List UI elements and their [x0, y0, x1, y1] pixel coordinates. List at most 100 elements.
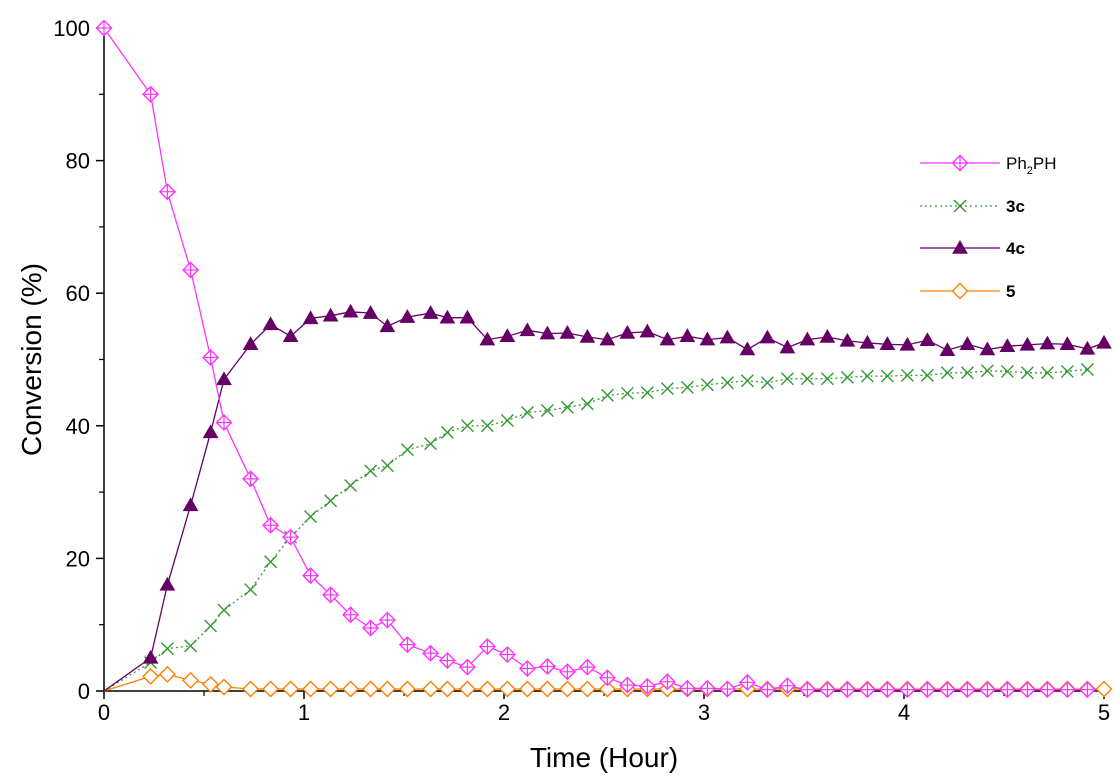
data-point-3c — [660, 382, 674, 396]
data-point-ph2ph — [798, 681, 816, 699]
data-point-3c — [980, 364, 994, 378]
data-point-4c — [302, 310, 319, 325]
x-tick-label: 1 — [298, 700, 310, 725]
data-point-ph2ph — [498, 646, 516, 664]
data-point-4c — [422, 305, 439, 319]
data-point-3c — [720, 376, 734, 390]
data-point-ph2ph — [322, 586, 340, 604]
data-point-ph2ph — [778, 677, 796, 695]
data-point-4c — [216, 371, 232, 386]
series-4c — [103, 303, 1112, 692]
y-tick-label: 80 — [66, 149, 90, 174]
y-tick-label: 100 — [53, 16, 90, 41]
data-point-4c — [639, 323, 656, 338]
data-point-5 — [478, 680, 496, 698]
data-point-ph2ph — [638, 677, 656, 695]
data-point-5 — [182, 671, 200, 689]
data-point-3c — [920, 368, 934, 382]
data-point-ph2ph — [538, 657, 556, 675]
data-point-5 — [158, 665, 176, 683]
data-point-4c — [799, 331, 816, 346]
legend-item-ph2ph: Ph2PH — [920, 154, 1057, 177]
data-point-3c — [244, 583, 258, 597]
data-point-4c — [739, 341, 756, 356]
data-point-3c — [1040, 366, 1054, 380]
data-point-3c — [304, 510, 318, 524]
data-point-4c — [979, 341, 996, 356]
data-point-4c — [262, 316, 279, 331]
legend-label: 4c — [1006, 239, 1025, 258]
legend-marker — [951, 154, 969, 172]
data-point-3c — [480, 419, 494, 433]
data-point-5 — [422, 680, 440, 698]
data-point-3c — [1000, 364, 1014, 378]
data-point-3c — [560, 400, 574, 414]
data-point-4c — [839, 332, 856, 347]
data-point-4c — [559, 324, 576, 339]
y-tick-label: 60 — [66, 281, 90, 306]
data-point-4c — [919, 332, 936, 347]
data-point-3c — [640, 386, 654, 400]
x-tick-label: 5 — [1098, 700, 1110, 725]
data-point-ph2ph — [1018, 681, 1036, 699]
data-point-ph2ph — [1078, 681, 1096, 699]
data-point-4c — [939, 342, 956, 356]
data-point-3c — [680, 380, 694, 394]
data-point-ph2ph — [598, 669, 616, 687]
data-point-4c — [242, 336, 259, 351]
data-point-4c — [1019, 336, 1036, 351]
legend-marker — [953, 199, 967, 213]
data-point-ph2ph — [1038, 681, 1056, 699]
data-point-4c — [342, 303, 359, 318]
data-point-ph2ph — [878, 681, 896, 699]
data-point-5 — [362, 680, 380, 698]
data-point-4c — [759, 329, 776, 344]
data-point-ph2ph — [758, 681, 776, 699]
data-point-ph2ph — [658, 673, 676, 691]
data-point-ph2ph — [1058, 681, 1076, 699]
data-point-4c — [322, 307, 339, 322]
y-tick-label: 40 — [66, 414, 90, 439]
data-point-3c — [900, 368, 914, 382]
data-point-ph2ph — [618, 676, 636, 694]
data-point-ph2ph — [302, 567, 320, 585]
data-point-3c — [500, 414, 514, 427]
data-point-4c — [379, 318, 396, 333]
axes: 0 1 2 3 4 5 0 20 40 60 80 100 — [53, 16, 1110, 725]
legend-item-4c: 4c — [920, 239, 1025, 258]
legend-item-5: 5 — [920, 282, 1015, 301]
data-point-5 — [378, 680, 396, 698]
data-point-4c — [519, 322, 536, 337]
data-point-3c — [540, 404, 554, 418]
data-point-ph2ph — [958, 681, 976, 699]
data-point-5 — [1095, 680, 1113, 698]
data-point-3c — [960, 366, 974, 380]
data-point-ph2ph — [518, 659, 536, 677]
data-point-3c — [840, 370, 854, 384]
data-point-ph2ph — [158, 183, 176, 201]
data-point-5 — [458, 680, 476, 698]
data-point-ph2ph — [342, 606, 360, 624]
data-point-3c — [380, 459, 394, 473]
legend: Ph2PH 3c 4c 5 — [920, 154, 1057, 301]
data-point-ph2ph — [978, 681, 996, 699]
data-point-3c — [860, 369, 874, 383]
data-point-4c — [679, 328, 696, 343]
data-point-4c — [619, 324, 636, 339]
data-point-ph2ph — [182, 261, 200, 279]
data-point-ph2ph — [378, 611, 396, 629]
data-point-3c — [204, 619, 218, 633]
data-point-4c — [579, 328, 596, 343]
y-tick-label: 20 — [66, 546, 90, 571]
data-point-5 — [282, 680, 300, 698]
x-tick-label: 2 — [498, 700, 510, 725]
data-point-3c — [1080, 362, 1094, 376]
data-point-5 — [558, 680, 576, 698]
data-point-3c — [820, 372, 834, 386]
data-point-4c — [439, 309, 456, 324]
data-point-ph2ph — [95, 19, 113, 37]
x-axis-label: Time (Hour) — [530, 742, 678, 773]
series-layer — [95, 19, 1113, 699]
data-point-3c — [800, 372, 814, 386]
legend-marker — [951, 282, 969, 300]
